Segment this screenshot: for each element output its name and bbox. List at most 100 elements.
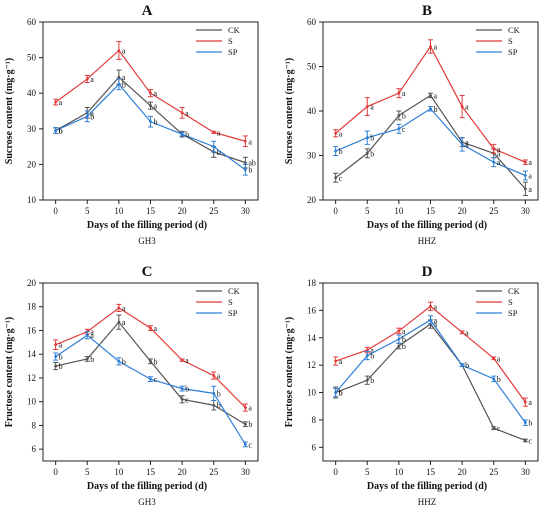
- x-tick-label-a: 25: [209, 206, 219, 216]
- data-point-ck: [85, 357, 89, 361]
- data-point-s: [429, 304, 432, 308]
- panel-title-a: A: [142, 3, 153, 19]
- x-tick-label-a: 5: [85, 206, 90, 216]
- x-tick-label-b: 25: [489, 206, 499, 216]
- data-point-ck: [212, 403, 216, 407]
- data-point-sp: [85, 114, 89, 118]
- significance-label-sp: b: [122, 357, 126, 366]
- y-tick-label-d: 12: [307, 360, 316, 370]
- x-tick-label-d: 15: [426, 467, 436, 477]
- x-tick-label-c: 20: [178, 467, 188, 477]
- data-point-s: [117, 306, 121, 310]
- cultivar-label-c: GH3: [138, 497, 156, 507]
- significance-label-sp: b: [59, 127, 63, 136]
- y-tick-label-c: 20: [27, 278, 37, 288]
- significance-label-s: a: [59, 98, 63, 107]
- legend-label-ck: CK: [508, 25, 521, 35]
- x-tick-label-c: 25: [209, 467, 219, 477]
- y-tick-label-d: 14: [307, 333, 317, 343]
- significance-label-s: a: [465, 103, 469, 112]
- significance-label-sp: b: [465, 361, 469, 370]
- data-point-ck: [365, 378, 369, 382]
- data-point-sp: [397, 337, 401, 341]
- significance-label-s: a: [185, 356, 189, 365]
- significance-label-ck: b: [402, 111, 406, 120]
- data-point-sp: [243, 442, 247, 446]
- legend-label-ck: CK: [228, 286, 241, 296]
- y-tick-label-a: 30: [27, 124, 37, 134]
- data-point-sp: [149, 120, 152, 124]
- significance-label-s: a: [370, 346, 374, 355]
- data-point-ck: [54, 364, 58, 368]
- significance-label-s: a: [154, 324, 158, 333]
- data-point-sp: [334, 149, 338, 153]
- significance-label-sp: c: [154, 375, 158, 384]
- data-point-s: [117, 49, 121, 52]
- panel-a: A 0 5 10 15 20 25 30 10 20 30 40 50 60 Days of the fil…: [4, 3, 259, 246]
- significance-label-ck: b: [217, 401, 221, 410]
- data-point-sp: [54, 129, 58, 132]
- significance-label-s: a: [339, 357, 343, 366]
- significance-label-s: a: [528, 398, 532, 407]
- data-point-sp: [523, 174, 527, 177]
- significance-label-sp: a: [434, 316, 438, 325]
- panel-c: C 0 5 10 15 20 25 30 6 8 10 12 14 16 18 20 Days of the f…: [4, 264, 259, 507]
- data-point-s: [365, 348, 369, 352]
- data-point-sp: [117, 82, 121, 86]
- x-tick-label-d: 5: [365, 467, 370, 477]
- x-axis-title-b: Days of the filling period (d): [367, 220, 487, 231]
- significance-label-s: a: [528, 158, 532, 167]
- significance-label-ck: a: [434, 320, 438, 329]
- significance-label-sp: b: [90, 112, 94, 121]
- x-tick-label-a: 15: [146, 206, 156, 216]
- significance-label-ck: b: [59, 127, 63, 136]
- legend-label-s: S: [508, 36, 513, 46]
- legend-label-ck: CK: [228, 25, 241, 35]
- data-point-s: [397, 91, 401, 95]
- y-tick-label-d: 6: [312, 442, 317, 452]
- data-point-ck: [397, 114, 401, 117]
- data-point-s: [149, 326, 152, 330]
- significance-label-s: a: [154, 89, 158, 98]
- y-tick-label-c: 18: [27, 302, 37, 312]
- significance-label-sp: b: [248, 166, 252, 175]
- legend-label-ck: CK: [508, 286, 521, 296]
- data-point-sp: [523, 421, 527, 425]
- legend-label-s: S: [228, 36, 233, 46]
- significance-label-ck: a: [122, 318, 126, 327]
- x-axis-title-a: Days of the filling period (d): [87, 220, 207, 231]
- data-point-s: [54, 343, 58, 347]
- y-tick-label-a: 50: [27, 53, 37, 63]
- panel-title-b: B: [422, 3, 432, 19]
- panel-b: B 0 5 10 15 20 25 30 20 30 40 50 60 Days of the filli…: [284, 3, 539, 246]
- x-tick-label-b: 30: [521, 206, 531, 216]
- data-point-s: [212, 130, 216, 134]
- data-point-s: [180, 111, 184, 115]
- legend-label-s: S: [508, 297, 513, 307]
- significance-label-sp: b: [434, 105, 438, 114]
- x-tick-label-a: 20: [178, 206, 188, 216]
- data-point-sp: [149, 377, 152, 381]
- significance-label-s: a: [122, 304, 126, 313]
- x-tick-label-d: 25: [489, 467, 499, 477]
- data-point-ck: [149, 359, 152, 363]
- x-tick-label-c: 30: [241, 467, 251, 477]
- significance-label-s: a: [90, 328, 94, 337]
- data-point-s: [365, 105, 369, 108]
- y-tick-label-c: 6: [32, 444, 37, 454]
- significance-label-ck: a: [154, 102, 158, 111]
- x-tick-label-c: 5: [85, 467, 90, 477]
- data-point-ck: [523, 439, 527, 442]
- data-point-ck: [117, 320, 121, 324]
- y-axis-title-c: Fructose content (mg·g⁻¹): [4, 317, 15, 427]
- data-point-sp: [429, 107, 432, 111]
- y-tick-label-b: 20: [307, 195, 317, 205]
- y-tick-label-c: 12: [27, 373, 36, 383]
- significance-label-sp: c: [248, 440, 252, 449]
- significance-label-sp: a: [90, 331, 94, 340]
